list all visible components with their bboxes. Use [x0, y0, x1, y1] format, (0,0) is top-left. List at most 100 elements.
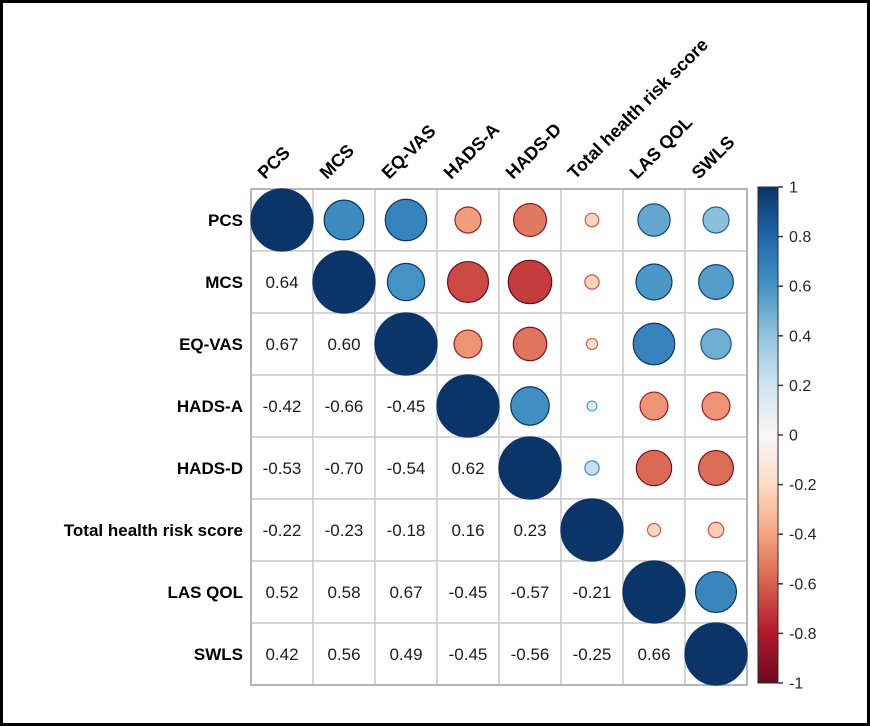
legend-tick-label: 0.6	[789, 279, 811, 296]
corr-circle	[639, 391, 669, 421]
corr-value: -0.53	[263, 459, 302, 478]
corr-value: 0.52	[265, 583, 298, 602]
corr-circle	[702, 206, 730, 234]
corr-value: 0.67	[265, 335, 298, 354]
corr-circle	[707, 521, 725, 539]
corr-circle	[584, 274, 600, 290]
row-label: HADS-D	[177, 459, 243, 478]
corr-circle	[632, 322, 676, 366]
corr-circle	[250, 188, 314, 252]
corr-value: 0.49	[389, 645, 422, 664]
corr-value: -0.57	[511, 583, 550, 602]
corr-value: 0.58	[327, 583, 360, 602]
legend-tick-label: 0.2	[789, 378, 811, 395]
row-label: MCS	[205, 273, 243, 292]
row-label: LAS QOL	[167, 583, 243, 602]
corr-value: -0.23	[325, 521, 364, 540]
corr-value: -0.42	[263, 397, 302, 416]
corr-circle	[453, 329, 483, 359]
matrix-cell	[684, 188, 748, 252]
matrix-cell	[560, 312, 624, 376]
matrix-cell	[374, 622, 438, 686]
matrix-cell	[498, 498, 562, 562]
corr-circle	[386, 262, 426, 302]
corr-circle	[312, 250, 376, 314]
matrix-cell	[312, 560, 376, 624]
corr-circle	[586, 400, 598, 412]
matrix-cell	[312, 498, 376, 562]
matrix-cell	[498, 622, 562, 686]
row-label: PCS	[208, 211, 243, 230]
corr-circle	[646, 522, 662, 538]
corr-value: 0.42	[265, 645, 298, 664]
corr-value: -0.56	[511, 645, 550, 664]
col-label: HADS-A	[440, 119, 504, 183]
matrix-cell	[560, 250, 624, 314]
legend-tick-label: -1	[789, 676, 803, 693]
matrix-cell	[374, 374, 438, 438]
legend-colorbar	[757, 186, 779, 684]
matrix-cell	[560, 560, 624, 624]
corr-circle	[698, 264, 734, 300]
corr-circle	[635, 263, 673, 301]
corr-circle	[498, 436, 562, 500]
corr-circle	[512, 326, 548, 362]
corr-value: -0.22	[263, 521, 302, 540]
corr-circle	[622, 560, 686, 624]
corr-circle	[637, 203, 671, 237]
corr-value: -0.21	[573, 583, 612, 602]
matrix-cell	[250, 560, 314, 624]
corr-value: -0.70	[325, 459, 364, 478]
corr-value: -0.66	[325, 397, 364, 416]
col-label: PCS	[254, 143, 294, 183]
col-label: MCS	[316, 140, 358, 182]
corr-circle	[701, 391, 731, 421]
corr-value: 0.67	[389, 583, 422, 602]
legend-tick-label: 0.4	[789, 328, 811, 345]
matrix-cell	[374, 560, 438, 624]
corr-circle	[584, 460, 600, 476]
corr-value: 0.62	[451, 459, 484, 478]
corr-value: -0.45	[449, 583, 488, 602]
corr-value: -0.18	[387, 521, 426, 540]
corr-circle	[635, 449, 673, 487]
matrix-content: 0.64 0.67 0.60 -0.42 -0.66 -0.45 -0.53 -0.70 -0.…	[250, 188, 748, 686]
row-label: HADS-A	[177, 397, 243, 416]
row-label: SWLS	[194, 645, 243, 664]
matrix-cell	[312, 312, 376, 376]
corr-value: 0.16	[451, 521, 484, 540]
corr-value: 0.66	[637, 645, 670, 664]
legend-tick-label: 0	[789, 428, 798, 445]
row-labels: PCS MCS EQ-VAS HADS-A HADS-D Total health ris…	[64, 211, 243, 664]
legend-tick-label: -0.8	[789, 626, 817, 643]
corr-circle	[384, 198, 428, 242]
legend-tick-label: -0.4	[789, 527, 817, 544]
corr-circle	[684, 622, 748, 686]
col-label: SWLS	[688, 132, 739, 183]
corr-value: -0.54	[387, 459, 426, 478]
corr-circle	[374, 312, 438, 376]
legend-tick-label: -0.2	[789, 477, 817, 494]
legend-tick-label: 0.8	[789, 229, 811, 246]
matrix-cell	[436, 436, 500, 500]
corr-circle	[510, 386, 550, 426]
matrix-border	[250, 188, 748, 686]
corr-circle	[454, 206, 482, 234]
corr-circle	[446, 260, 490, 304]
matrix-cell	[498, 560, 562, 624]
corr-circle	[694, 570, 738, 614]
col-label: EQ-VAS	[378, 121, 440, 183]
corr-circle	[698, 450, 734, 486]
corr-circle	[512, 202, 548, 238]
row-label: EQ-VAS	[179, 335, 243, 354]
legend-tick-label: 1	[789, 180, 798, 197]
corr-value: -0.45	[387, 397, 426, 416]
corr-circle	[507, 259, 553, 305]
corr-circle	[436, 374, 500, 438]
corr-circle	[585, 337, 599, 351]
corr-value: 0.64	[265, 273, 298, 292]
row-label: Total health risk score	[64, 521, 243, 540]
corr-value: 0.60	[327, 335, 360, 354]
